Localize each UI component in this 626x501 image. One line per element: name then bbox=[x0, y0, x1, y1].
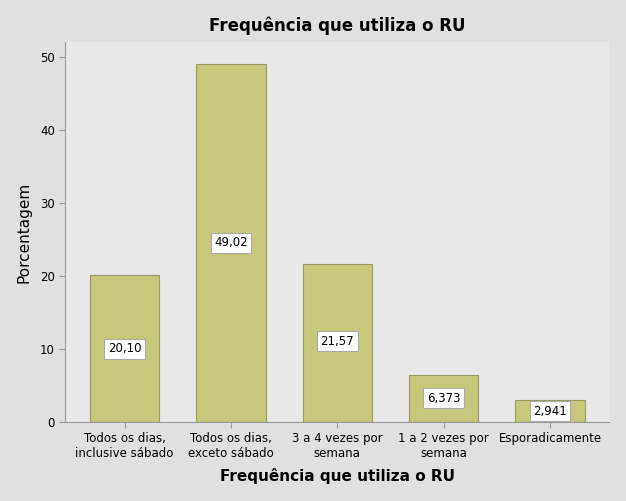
Bar bbox=[90, 275, 159, 421]
Y-axis label: Porcentagem: Porcentagem bbox=[17, 181, 32, 283]
X-axis label: Frequência que utiliza o RU: Frequência que utiliza o RU bbox=[220, 468, 455, 484]
Title: Frequência que utiliza o RU: Frequência que utiliza o RU bbox=[209, 17, 466, 35]
Bar bbox=[303, 264, 372, 421]
Text: 21,57: 21,57 bbox=[321, 335, 354, 348]
Text: 6,373: 6,373 bbox=[427, 392, 461, 405]
Text: 2,941: 2,941 bbox=[533, 405, 567, 418]
Bar bbox=[197, 64, 265, 421]
Bar bbox=[515, 400, 585, 421]
Bar bbox=[409, 375, 478, 421]
Text: 49,02: 49,02 bbox=[214, 236, 248, 249]
Text: 20,10: 20,10 bbox=[108, 342, 141, 355]
